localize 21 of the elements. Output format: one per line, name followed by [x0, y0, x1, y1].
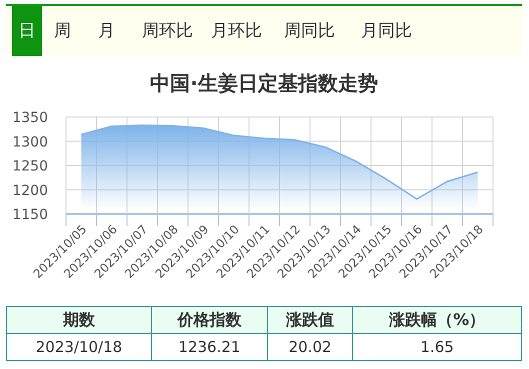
text: 月环比 [211, 20, 262, 43]
y-tick-label: 1250 [12, 158, 48, 174]
y-tick-label: 1150 [12, 207, 48, 223]
chart-title: 中国·生姜日定基指数走势 [150, 71, 378, 95]
text: 月同比 [361, 20, 412, 43]
text: 2023/10/18 [6, 334, 152, 360]
text: 价格指数 [151, 306, 268, 334]
text: 日 [12, 6, 42, 56]
text: 涨跌幅（%） [352, 306, 522, 334]
text: 周环比 [142, 20, 193, 43]
text: 1.65 [352, 334, 522, 360]
y-tick-label: 1350 [12, 110, 48, 126]
text: 20.02 [267, 334, 353, 360]
text: 月 [98, 20, 115, 43]
y-tick-label: 1300 [12, 134, 48, 150]
text: 周同比 [284, 20, 335, 43]
text: 1236.21 [151, 334, 268, 360]
text: 涨跌值 [267, 306, 353, 334]
y-tick-label: 1200 [12, 182, 48, 199]
text: 周 [54, 20, 71, 43]
text: 期数 [6, 306, 152, 334]
